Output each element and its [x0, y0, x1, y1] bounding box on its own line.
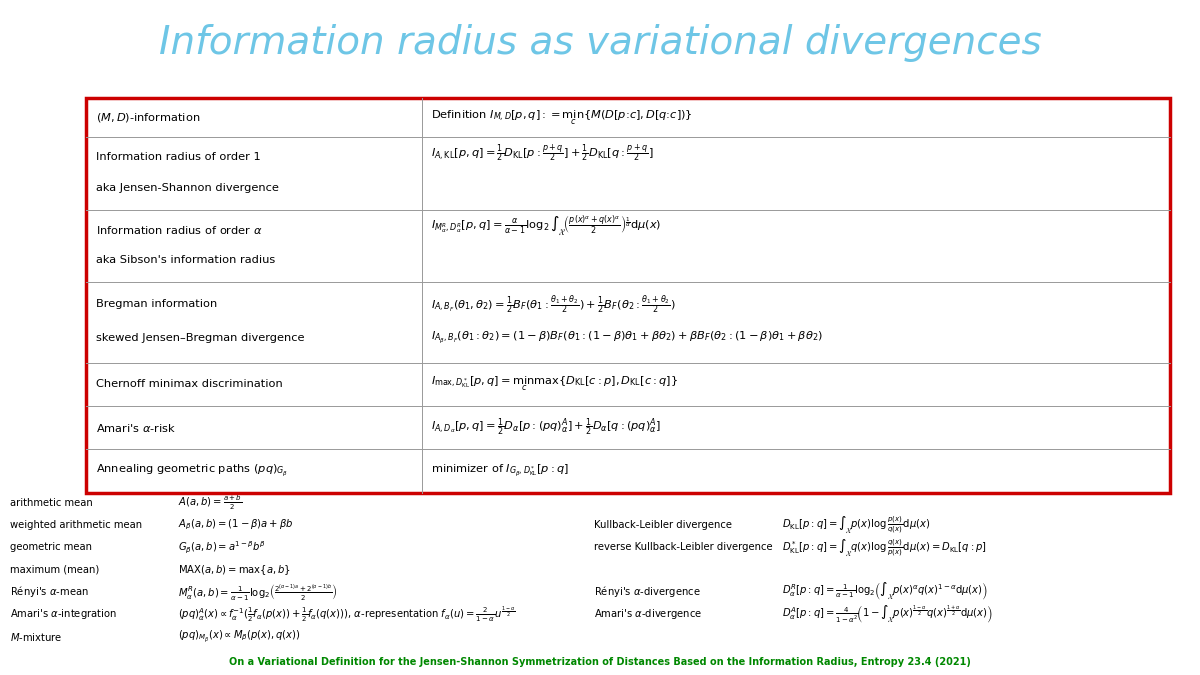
- Text: $I_{A,B_F}(\theta_1,\theta_2) = \frac{1}{2}B_F(\theta_1:\frac{\theta_1+\theta_2}: $I_{A,B_F}(\theta_1,\theta_2) = \frac{1}…: [431, 293, 676, 316]
- Text: weighted arithmetic mean: weighted arithmetic mean: [10, 520, 142, 530]
- Text: $D^*_{\mathrm{KL}}[p:q] = \int_{\mathcal{X}} q(x)\log\frac{q(x)}{p(x)}\mathrm{d}: $D^*_{\mathrm{KL}}[p:q] = \int_{\mathcal…: [782, 537, 988, 558]
- Text: Rényi's $\alpha$-divergence: Rényi's $\alpha$-divergence: [594, 585, 701, 599]
- Text: Information radius of order 1: Information radius of order 1: [96, 153, 260, 163]
- Text: $I_{A_\beta,B_F}(\theta_1:\theta_2) = (1-\beta)B_F(\theta_1:(1-\beta)\theta_1+\b: $I_{A_\beta,B_F}(\theta_1:\theta_2) = (1…: [431, 330, 822, 346]
- Text: $I_{M^R_\alpha,D^R_\alpha}[p,q] = \frac{\alpha}{\alpha-1}\log_2 \int_{\mathcal{X: $I_{M^R_\alpha,D^R_\alpha}[p,q] = \frac{…: [431, 213, 661, 238]
- Text: skewed Jensen–Bregman divergence: skewed Jensen–Bregman divergence: [96, 333, 305, 344]
- Text: $(pq)_{M_\beta}(x) \propto M_\beta(p(x), q(x))$: $(pq)_{M_\beta}(x) \propto M_\beta(p(x),…: [178, 628, 300, 645]
- Text: Kullback-Leibler divergence: Kullback-Leibler divergence: [594, 520, 732, 530]
- Text: Amari's $\alpha$-divergence: Amari's $\alpha$-divergence: [594, 608, 702, 621]
- Text: $M^R_\alpha(a,b) = \frac{1}{\alpha-1}\log_2\!\left(\frac{2^{(\alpha-1)a}+2^{(\al: $M^R_\alpha(a,b) = \frac{1}{\alpha-1}\lo…: [178, 582, 337, 602]
- Text: $G_\beta(a,b) = a^{1-\beta}b^\beta$: $G_\beta(a,b) = a^{1-\beta}b^\beta$: [178, 539, 265, 556]
- Text: reverse Kullback-Leibler divergence: reverse Kullback-Leibler divergence: [594, 543, 773, 552]
- Text: $\mathrm{MAX}(a,b) = \max\{a,b\}$: $\mathrm{MAX}(a,b) = \max\{a,b\}$: [178, 563, 290, 576]
- Text: aka Jensen-Shannon divergence: aka Jensen-Shannon divergence: [96, 183, 278, 193]
- Text: $I_{\max,D^*_{\mathrm{KL}}}[p,q] = \min_c \max\{D_{\mathrm{KL}}[c:p], D_{\mathrm: $I_{\max,D^*_{\mathrm{KL}}}[p,q] = \min_…: [431, 375, 678, 394]
- Text: $M$-mixture: $M$-mixture: [10, 630, 62, 643]
- Text: Information radius as variational divergences: Information radius as variational diverg…: [158, 24, 1042, 61]
- Text: Bregman information: Bregman information: [96, 300, 217, 309]
- Text: $D^A_\alpha[p:q] = \frac{4}{1-\alpha^2}\!\left(1 - \int_{\mathcal{X}} p(x)^{\fra: $D^A_\alpha[p:q] = \frac{4}{1-\alpha^2}\…: [782, 603, 994, 625]
- Text: geometric mean: geometric mean: [10, 543, 91, 552]
- Text: Amari's $\alpha$-integration: Amari's $\alpha$-integration: [10, 608, 116, 621]
- Bar: [86, 98, 1170, 493]
- Text: $A(a,b) = \frac{a+b}{2}$: $A(a,b) = \frac{a+b}{2}$: [178, 493, 242, 512]
- Text: Amari's $\alpha$-risk: Amari's $\alpha$-risk: [96, 422, 176, 433]
- Text: $I_{A,D_\alpha}[p,q] = \frac{1}{2}D_\alpha[p:(pq)^A_\alpha] + \frac{1}{2}D_\alph: $I_{A,D_\alpha}[p,q] = \frac{1}{2}D_\alp…: [431, 417, 661, 438]
- Text: maximum (mean): maximum (mean): [10, 565, 98, 574]
- Text: $I_{A,\mathrm{KL}}[p,q] = \frac{1}{2}D_{\mathrm{KL}}[p:\frac{p+q}{2}] + \frac{1}: $I_{A,\mathrm{KL}}[p,q] = \frac{1}{2}D_{…: [431, 142, 653, 164]
- Text: Annealing geometric paths $(pq)_{G_\beta}$: Annealing geometric paths $(pq)_{G_\beta…: [96, 463, 288, 479]
- Text: arithmetic mean: arithmetic mean: [10, 498, 92, 508]
- Text: $A_\beta(a,b) = (1-\beta)a + \beta b$: $A_\beta(a,b) = (1-\beta)a + \beta b$: [178, 518, 293, 533]
- Text: $(pq)^A_\alpha(x) \propto f_\alpha^{-1}(\frac{1}{2}f_\alpha(p(x)) + \frac{1}{2}f: $(pq)^A_\alpha(x) \propto f_\alpha^{-1}(…: [178, 604, 516, 624]
- Text: Information radius of order $\alpha$: Information radius of order $\alpha$: [96, 224, 263, 236]
- Text: aka Sibson's information radius: aka Sibson's information radius: [96, 255, 275, 265]
- Text: minimizer of $I_{G_\beta,D^*_{\mathrm{KL}}}[p:q]$: minimizer of $I_{G_\beta,D^*_{\mathrm{KL…: [431, 463, 569, 479]
- Text: Chernoff minimax discrimination: Chernoff minimax discrimination: [96, 379, 283, 389]
- Text: Definition $I_{M,D}[p,q] := \min_c\{M(D[p:c], D[q:c])\}$: Definition $I_{M,D}[p,q] := \min_c\{M(D[…: [431, 109, 692, 127]
- Text: Rényi's $\alpha$-mean: Rényi's $\alpha$-mean: [10, 585, 89, 599]
- Text: $D_{\mathrm{KL}}[p:q] = \int_{\mathcal{X}} p(x)\log\frac{p(x)}{q(x)}\mathrm{d}\m: $D_{\mathrm{KL}}[p:q] = \int_{\mathcal{X…: [782, 515, 931, 535]
- Text: $(M, D)$-information: $(M, D)$-information: [96, 111, 200, 124]
- Text: On a Variational Definition for the Jensen-Shannon Symmetrization of Distances B: On a Variational Definition for the Jens…: [229, 657, 971, 667]
- Text: $D^R_\alpha[p:q] = \frac{1}{\alpha-1}\log_2\!\left(\int_{\mathcal{X}} p(x)^\alph: $D^R_\alpha[p:q] = \frac{1}{\alpha-1}\lo…: [782, 581, 989, 603]
